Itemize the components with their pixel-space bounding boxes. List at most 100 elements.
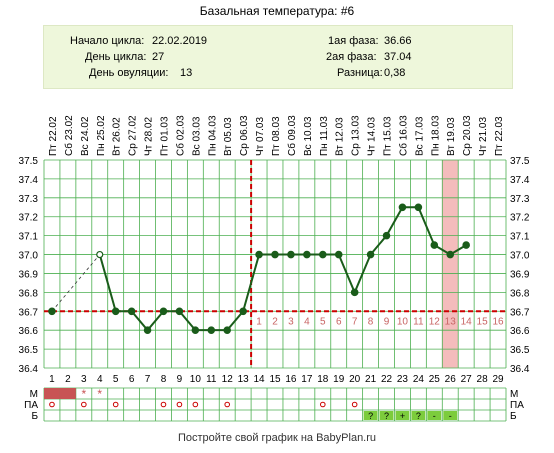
y-tick-label-left: 36.9 — [19, 269, 39, 280]
data-point — [239, 307, 247, 316]
y-tick-label-right: 36.8 — [510, 288, 530, 299]
x-date-label: Вс 10.03 — [303, 116, 314, 156]
luteal-day-number: 9 — [384, 316, 390, 327]
y-tick-label-right: 37.4 — [510, 175, 530, 186]
data-point — [350, 288, 359, 297]
luteal-day-number: 3 — [288, 316, 294, 327]
x-date-label: Чт 21.03 — [478, 117, 489, 156]
y-tick-label-right: 37.5 — [510, 156, 530, 167]
x-date-label: Пн 11.03 — [319, 116, 330, 156]
test-mark: ? — [416, 411, 421, 421]
intercourse-mark — [351, 401, 358, 408]
x-date-label: Вс 17.03 — [414, 116, 425, 156]
data-point — [191, 326, 200, 334]
intercourse-mark — [176, 401, 183, 408]
x-date-label: Пт 15.03 — [383, 116, 394, 156]
x-date-label: Пт 22.02 — [48, 116, 59, 156]
x-day-label: 7 — [145, 374, 151, 385]
x-day-label: 15 — [269, 374, 281, 385]
test-cell — [379, 411, 394, 420]
y-tick-label-left: 36.7 — [19, 307, 39, 318]
data-point — [462, 241, 470, 249]
data-point — [111, 307, 120, 316]
y-tick-label-right: 37.2 — [510, 213, 530, 224]
x-day-label: 4 — [97, 374, 103, 385]
x-date-label: Чт 14.03 — [367, 117, 378, 156]
phase1-value: 36.66 — [384, 35, 412, 47]
data-point — [207, 326, 216, 334]
row-label-right: М — [510, 389, 518, 400]
test-mark: - — [449, 411, 452, 421]
phase2-value: 37.04 — [384, 51, 412, 63]
y-tick-label-right: 37.3 — [510, 194, 530, 205]
intercourse-mark — [81, 401, 87, 408]
x-day-label: 27 — [461, 374, 473, 385]
cycle-day-label: День цикла: — [85, 51, 147, 63]
test-cell — [395, 411, 410, 420]
x-day-label: 22 — [381, 374, 393, 385]
data-point — [127, 307, 136, 316]
data-point — [382, 231, 391, 240]
data-point — [334, 250, 343, 259]
x-date-label: Сб 02.03 — [174, 115, 186, 156]
data-point — [287, 250, 295, 259]
cycle-start-label: Начало цикла: — [70, 35, 145, 47]
data-point — [159, 307, 168, 316]
x-day-label: 2 — [65, 374, 71, 385]
x-date-label: Пн 04.03 — [207, 115, 218, 156]
x-date-label: Вс 03.03 — [191, 116, 202, 156]
series-line-segment — [98, 254, 117, 312]
menstruation-cell — [44, 388, 60, 399]
x-day-label: 25 — [429, 374, 441, 385]
x-date-label: Вт 05.03 — [223, 117, 234, 156]
x-date-label: Ср 06.03 — [239, 115, 250, 156]
x-day-label: 13 — [238, 374, 250, 385]
x-date-label: Пн 18.03 — [430, 115, 441, 156]
luteal-day-number: 12 — [429, 316, 441, 327]
test-mark: - — [433, 411, 436, 421]
row-label-left: Б — [31, 411, 38, 422]
row-label-left: М — [30, 389, 38, 400]
y-tick-label-left: 37.3 — [19, 194, 39, 205]
y-tick-label-left: 37.5 — [19, 156, 39, 167]
x-day-label: 11 — [206, 374, 217, 385]
menstruation-mark: * — [97, 387, 102, 401]
x-date-label: Сб 09.03 — [286, 115, 298, 156]
x-date-label: Сб 16.03 — [397, 115, 409, 156]
x-date-label: Чт 07.03 — [255, 117, 266, 156]
x-date-label: Сб 23.02 — [63, 115, 75, 156]
x-day-label: 19 — [333, 374, 345, 385]
intercourse-mark — [319, 401, 326, 408]
y-tick-label-left: 37.1 — [19, 232, 39, 243]
x-date-label: Вс 24.02 — [80, 116, 91, 156]
diff-value: 0,38 — [384, 67, 406, 79]
intercourse-mark — [49, 401, 55, 408]
luteal-day-number: 1 — [256, 316, 262, 327]
luteal-day-number: 4 — [304, 316, 310, 327]
ovulation-day-value: 13 — [180, 67, 193, 79]
intercourse-mark — [112, 401, 119, 408]
y-tick-label-left: 36.8 — [19, 288, 39, 299]
data-point — [143, 326, 152, 334]
data-point — [175, 307, 184, 316]
test-cell — [411, 411, 426, 420]
x-date-label: Чт 28.02 — [144, 117, 155, 156]
y-tick-label-left: 36.4 — [19, 364, 39, 375]
y-tick-label-right: 36.9 — [510, 269, 530, 280]
test-mark: ? — [368, 411, 373, 421]
highlight-day-column — [442, 160, 459, 368]
menstruation-mark: * — [81, 387, 86, 401]
intercourse-mark — [192, 401, 199, 408]
x-day-label: 21 — [365, 374, 377, 385]
luteal-day-number: 6 — [336, 316, 342, 327]
cycle-start-value: 22.02.2019 — [152, 35, 208, 47]
x-date-label: Пт 22.03 — [494, 116, 505, 156]
x-day-label: 29 — [492, 374, 504, 385]
footer-link[interactable]: Постройте свой график на BabyPlan.ru — [177, 432, 377, 444]
y-tick-label-right: 36.4 — [510, 364, 530, 375]
x-date-label: Пт 01.03 — [159, 116, 170, 156]
x-day-label: 26 — [445, 374, 457, 385]
x-date-label: Ср 13.03 — [351, 115, 362, 156]
x-date-label: Пт 08.03 — [271, 116, 282, 156]
data-point — [430, 241, 439, 249]
